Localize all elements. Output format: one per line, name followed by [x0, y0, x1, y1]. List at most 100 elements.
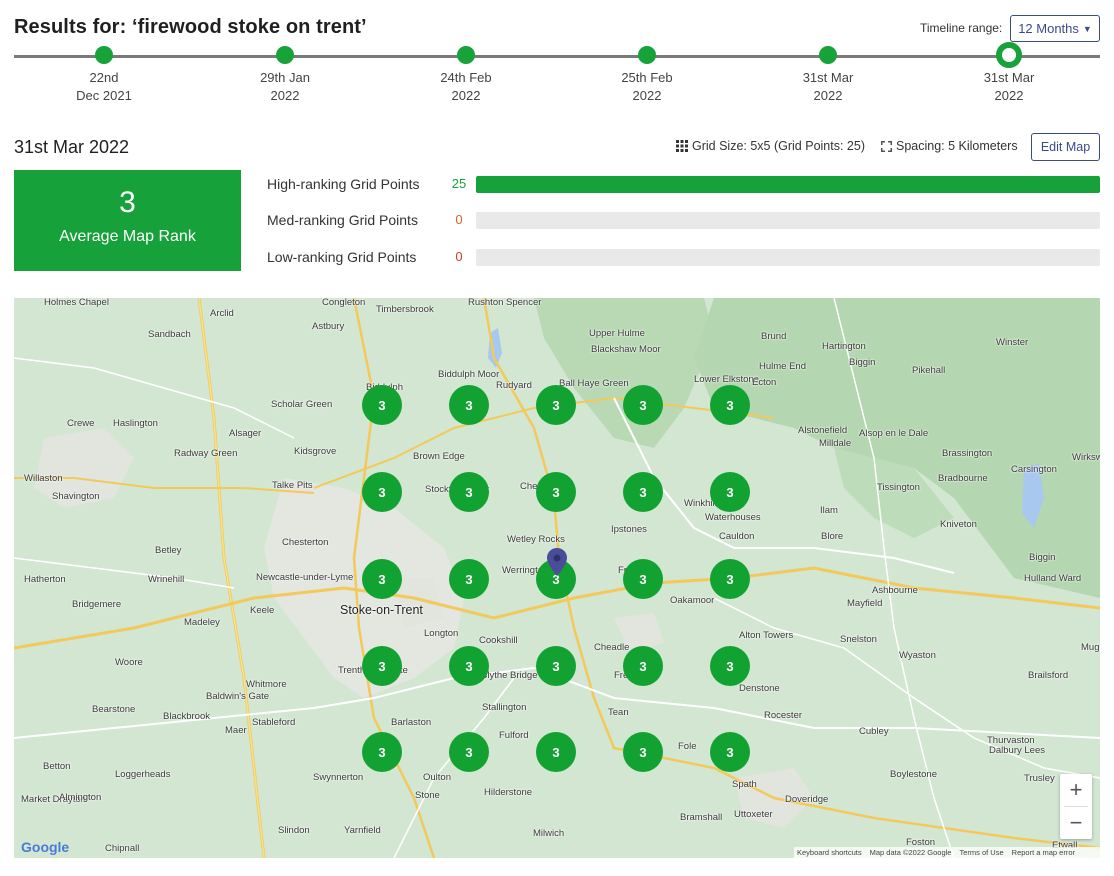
grid-rank-marker[interactable]: 3 — [623, 646, 663, 686]
rank-map[interactable]: Holmes Chapel Congleton Rushton Spencer Tim… — [14, 298, 1100, 858]
grid-rank-marker[interactable]: 3 — [362, 732, 402, 772]
caret-down-icon: ▼ — [1082, 23, 1092, 34]
timeline-date-line2: 2022 — [994, 88, 1024, 103]
attribution-link[interactable]: Map data ©2022 Google — [869, 848, 952, 857]
map-place-label: Timbersbrook — [376, 304, 434, 315]
timeline-point[interactable]: 24th Feb 2022 — [426, 46, 506, 105]
map-place-label: Uttoxeter — [734, 809, 773, 820]
average-rank-label: Average Map Rank — [59, 228, 196, 245]
map-place-label: Cookshill — [479, 635, 518, 646]
grid-rank-marker[interactable]: 3 — [536, 385, 576, 425]
map-place-label: Holmes Chapel — [44, 298, 109, 308]
map-place-label: Wetley Rocks — [507, 534, 565, 545]
map-place-label: Tissington — [877, 482, 920, 493]
map-place-label: Carsington — [1011, 464, 1057, 475]
timeline-point[interactable]: 22nd Dec 2021 — [64, 46, 144, 105]
grid-rank-marker[interactable]: 3 — [710, 385, 750, 425]
map-place-label: Ecton — [752, 377, 777, 388]
map-place-label: Hatherton — [24, 574, 66, 585]
timeline-date: 25th Feb 2022 — [607, 69, 687, 105]
map-place-label: Pikehall — [912, 365, 946, 376]
map-place-label: Ipstones — [611, 524, 647, 535]
grid-rank-marker[interactable]: 3 — [362, 385, 402, 425]
grid-rank-marker[interactable]: 3 — [536, 472, 576, 512]
zoom-out-button[interactable]: − — [1069, 810, 1083, 835]
timeline-point[interactable]: 31st Mar 2022 — [788, 46, 868, 105]
map-place-label: Werrington — [502, 565, 549, 576]
grid-rank-marker[interactable]: 3 — [623, 732, 663, 772]
map-place-label: Crewe — [67, 418, 95, 429]
map-place-label: Slindon — [278, 825, 310, 836]
zoom-in-button[interactable]: + — [1069, 777, 1083, 802]
timeline-date-line2: 2022 — [813, 88, 843, 103]
timeline-point[interactable]: 31st Mar 2022 — [969, 42, 1049, 105]
timeline-range-value: 12 Months — [1018, 21, 1079, 36]
map-place-label: Biggin — [849, 357, 876, 368]
grid-icon — [676, 140, 688, 152]
grid-rank-marker[interactable]: 3 — [623, 385, 663, 425]
rank-bar-fill — [476, 176, 1100, 193]
timeline-point[interactable]: 29th Jan 2022 — [245, 46, 325, 105]
map-place-label: Etwall — [1052, 840, 1078, 851]
map-place-label: Wrinehill — [148, 574, 185, 585]
rank-bar-label: High-ranking Grid Points — [267, 176, 420, 192]
grid-rank-marker[interactable]: 3 — [449, 472, 489, 512]
map-place-label: Bridgemere — [72, 599, 122, 610]
grid-rank-marker[interactable]: 3 — [710, 559, 750, 599]
map-place-label: Dalbury Lees — [989, 745, 1045, 756]
map-place-label: Boylestone — [890, 769, 938, 780]
attribution-link[interactable]: Terms of Use — [959, 848, 1004, 857]
grid-rank-marker[interactable]: 3 — [449, 732, 489, 772]
map-place-label: Kidsgrove — [294, 446, 337, 457]
map-place-label: Oakamoor — [670, 595, 715, 606]
selected-date-heading: 31st Mar 2022 — [14, 137, 130, 157]
timeline-range-select[interactable]: 12 Months ▼ — [1010, 15, 1100, 42]
grid-rank-marker[interactable]: 3 — [623, 472, 663, 512]
map-place-label: Winkhill — [684, 498, 717, 509]
timeline-date-line2: 2022 — [270, 88, 300, 103]
map-place-label: Fole — [678, 741, 697, 752]
rank-bar-row: Med-ranking Grid Points 0 — [267, 211, 1100, 229]
map-place-label: Loggerheads — [115, 769, 171, 780]
map-place-label: Bearstone — [92, 704, 136, 715]
map-place-label: Wyaston — [899, 650, 936, 661]
spacing-text: Spacing: 5 Kilometers — [896, 139, 1018, 153]
attribution-link[interactable]: Report a map error — [1011, 848, 1076, 857]
map-place-label: Trusley — [1024, 773, 1055, 784]
map-place-label: Alsager — [229, 428, 262, 439]
grid-rank-marker[interactable]: 3 — [449, 385, 489, 425]
map-place-label: Market Drayton — [21, 794, 86, 805]
map-place-label: Chipnall — [105, 843, 140, 854]
map-place-label: Keele — [250, 605, 275, 616]
location-pin-icon — [547, 548, 567, 576]
map-place-label: Whitmore — [246, 679, 287, 690]
map-place-label: Arclid — [210, 308, 234, 319]
grid-rank-marker[interactable]: 3 — [362, 646, 402, 686]
grid-rank-marker[interactable]: 3 — [710, 646, 750, 686]
timeline-dot — [457, 46, 475, 64]
map-place-label: Bramshall — [680, 812, 723, 823]
map-place-label: Brailsford — [1028, 670, 1069, 681]
grid-rank-marker[interactable]: 3 — [710, 472, 750, 512]
map-place-label: Barlaston — [391, 717, 432, 728]
grid-rank-marker[interactable]: 3 — [536, 646, 576, 686]
attribution-link[interactable]: Keyboard shortcuts — [797, 848, 862, 857]
grid-rank-marker[interactable]: 3 — [536, 732, 576, 772]
map-place-label: Brown Edge — [413, 451, 465, 462]
edit-map-button[interactable]: Edit Map — [1031, 133, 1100, 161]
grid-rank-marker[interactable]: 3 — [362, 472, 402, 512]
map-place-label: Alstonefield — [798, 425, 848, 436]
timeline-date-line1: 29th Jan — [260, 70, 310, 85]
grid-rank-marker[interactable]: 3 — [710, 732, 750, 772]
timeline-point[interactable]: 25th Feb 2022 — [607, 46, 687, 105]
grid-rank-marker[interactable]: 3 — [449, 559, 489, 599]
map-place-label: Newcastle-under-Lyme — [256, 572, 354, 583]
map-place-label: Astbury — [312, 321, 345, 332]
map-place-label: Rudyard — [496, 380, 532, 391]
map-place-label: Swynnerton — [313, 772, 364, 783]
grid-rank-marker[interactable]: 3 — [623, 559, 663, 599]
timeline-date: 22nd Dec 2021 — [64, 69, 144, 105]
grid-rank-marker[interactable]: 3 — [449, 646, 489, 686]
timeline-dot — [819, 46, 837, 64]
grid-rank-marker[interactable]: 3 — [362, 559, 402, 599]
